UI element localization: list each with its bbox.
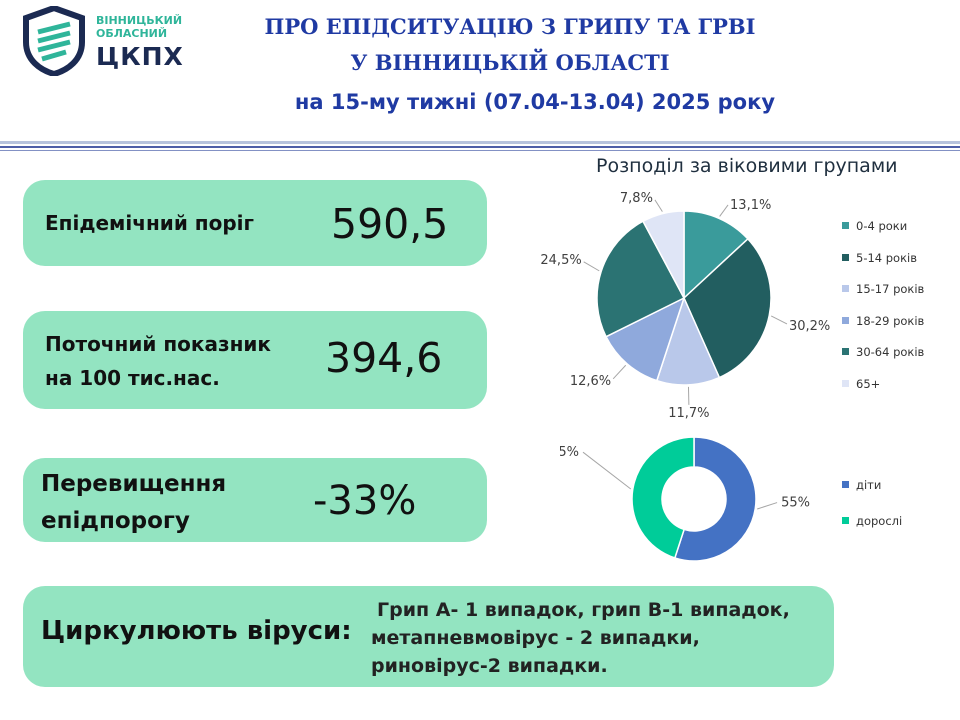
donut-label-1: 45% <box>560 445 579 460</box>
age-pie-leader-4 <box>583 261 600 272</box>
excess-label-line1: Перевищення <box>41 471 227 497</box>
age-pie-legend-label-0: 0-4 роки <box>856 219 908 233</box>
age-pie-legend-item-0: 0-4 роки <box>842 219 924 251</box>
page-title-line2: У ВІННИЦЬКІЙ ОБЛАСТІ <box>350 50 670 75</box>
age-pie-legend-swatch-2 <box>842 285 849 292</box>
page-title-line1: ПРО ЕПІДСИТУАЦІЮ З ГРИПУ ТА ГРВІ <box>264 14 756 39</box>
age-pie-chart: 13,1% 30,2% 11,7% 12,6% 24,5% 7,8% <box>540 191 830 420</box>
donut-legend-swatch-1 <box>842 517 849 524</box>
viruses-line3: риновірус-2 випадки. <box>371 655 608 677</box>
age-pie-legend-item-2: 15-17 років <box>842 282 924 314</box>
donut-legend-item-0: діти <box>842 478 902 514</box>
age-pie-label-5: 7,8% <box>620 191 653 206</box>
logo-caption: ВІННИЦЬКИЙ ОБЛАСНИЙ <box>96 14 182 40</box>
age-pie-legend-item-5: 65+ <box>842 377 924 409</box>
age-pie-slice-5 <box>641 210 685 299</box>
adults-children-donut: 55% 45% <box>560 436 810 562</box>
age-pie-legend-swatch-3 <box>842 316 849 324</box>
age-pie-label-3: 12,6% <box>570 374 611 389</box>
page-subtitle: на 15-му тижні (07.04-13.04) 2025 року <box>294 90 776 114</box>
age-pie-slice-0 <box>683 210 749 300</box>
viruses-label: Циркулюють віруси: <box>41 616 352 646</box>
age-pie-legend-label-1: 5-14 років <box>856 250 918 265</box>
current-rate-value: 394,6 <box>325 334 443 382</box>
threshold-label: Епідемічний поріг <box>45 211 254 235</box>
age-pie-leader-3 <box>612 364 627 380</box>
viruses-line1: Грип А- 1 випадок, грип В-1 випадок, <box>377 599 790 621</box>
age-pie-legend-label-5: 65+ <box>856 376 881 391</box>
header-divider-line2 <box>0 146 960 148</box>
excess-label: Перевищення епідпорогу <box>41 466 226 540</box>
age-pie-leader-1 <box>770 315 788 325</box>
donut-label-0: 55% <box>781 496 810 511</box>
age-pie-legend-swatch-4 <box>842 348 849 355</box>
threshold-value: 590,5 <box>331 200 449 248</box>
logo-line1: ВІННИЦЬКИЙ <box>96 14 183 27</box>
current-rate-label: Поточний показник на 100 тис.нас. <box>45 327 271 395</box>
current-rate-label-line2: на 100 тис.нас. <box>45 366 220 390</box>
header-divider-line3 <box>0 150 960 151</box>
age-pie-leader-5 <box>654 199 663 212</box>
age-pie-legend-label-3: 18-29 років <box>856 313 925 328</box>
logo-abbr: ЦКПХ <box>96 42 184 71</box>
donut-legend-item-1: дорослі <box>842 514 902 550</box>
current-rate-label-line1: Поточний показник <box>45 332 272 356</box>
age-pie-legend-swatch-0 <box>842 222 849 229</box>
excess-card: Перевищення епідпорогу -33% <box>23 458 487 542</box>
donut-leader-0 <box>757 502 778 510</box>
age-pie-label-4: 24,5% <box>540 253 581 268</box>
viruses-card: Циркулюють віруси: Грип А- 1 випадок, гр… <box>23 586 834 687</box>
age-pie-label-1: 30,2% <box>789 319 830 334</box>
age-pie-legend-label-2: 15-17 років <box>856 282 925 296</box>
excess-value: -33% <box>313 478 417 524</box>
age-pie-label-0: 13,1% <box>730 198 771 213</box>
age-pie-legend-item-1: 5-14 років <box>842 251 924 283</box>
logo-line2: ОБЛАСНИЙ <box>96 27 168 40</box>
age-pie-legend-item-3: 18-29 років <box>842 314 924 346</box>
age-pie-legend: 0-4 роки 5-14 років 15-17 років 18-29 років… <box>842 219 924 408</box>
donut-legend-swatch-0 <box>842 481 849 488</box>
donut-slice-1 <box>631 436 695 559</box>
shield-icon <box>23 4 85 78</box>
age-pie-slice-2 <box>655 295 721 386</box>
age-pie-legend-swatch-5 <box>842 379 849 387</box>
donut-leader-1 <box>582 451 632 490</box>
donut-legend-label-0: діти <box>856 478 882 492</box>
age-pie-slice-4 <box>596 220 686 338</box>
viruses-line2: метапневмовірус - 2 випадки, <box>371 627 700 649</box>
donut-slice-0 <box>673 436 757 562</box>
donut-legend-label-1: дорослі <box>856 514 903 528</box>
age-chart-title: Розподіл за віковими групами <box>596 155 898 177</box>
excess-label-line2: епідпорогу <box>41 508 190 534</box>
threshold-card: Епідемічний поріг 590,5 <box>23 180 487 266</box>
header-divider <box>0 141 960 144</box>
age-pie-slice-3 <box>605 296 686 382</box>
viruses-text: Грип А- 1 випадок, грип В-1 випадок, мет… <box>371 596 790 680</box>
logo: ВІННИЦЬКИЙ ОБЛАСНИЙ ЦКПХ <box>22 4 184 78</box>
age-pie-legend-swatch-1 <box>842 253 849 261</box>
age-pie-legend-item-4: 30-64 років <box>842 345 924 377</box>
age-pie-label-2: 11,7% <box>668 406 709 420</box>
age-pie-slice-1 <box>683 237 772 379</box>
age-pie-legend-label-4: 30-64 років <box>856 345 925 359</box>
donut-legend: діти дорослі <box>842 478 902 550</box>
current-rate-card: Поточний показник на 100 тис.нас. 394,6 <box>23 311 487 409</box>
age-pie-leader-0 <box>719 204 729 217</box>
